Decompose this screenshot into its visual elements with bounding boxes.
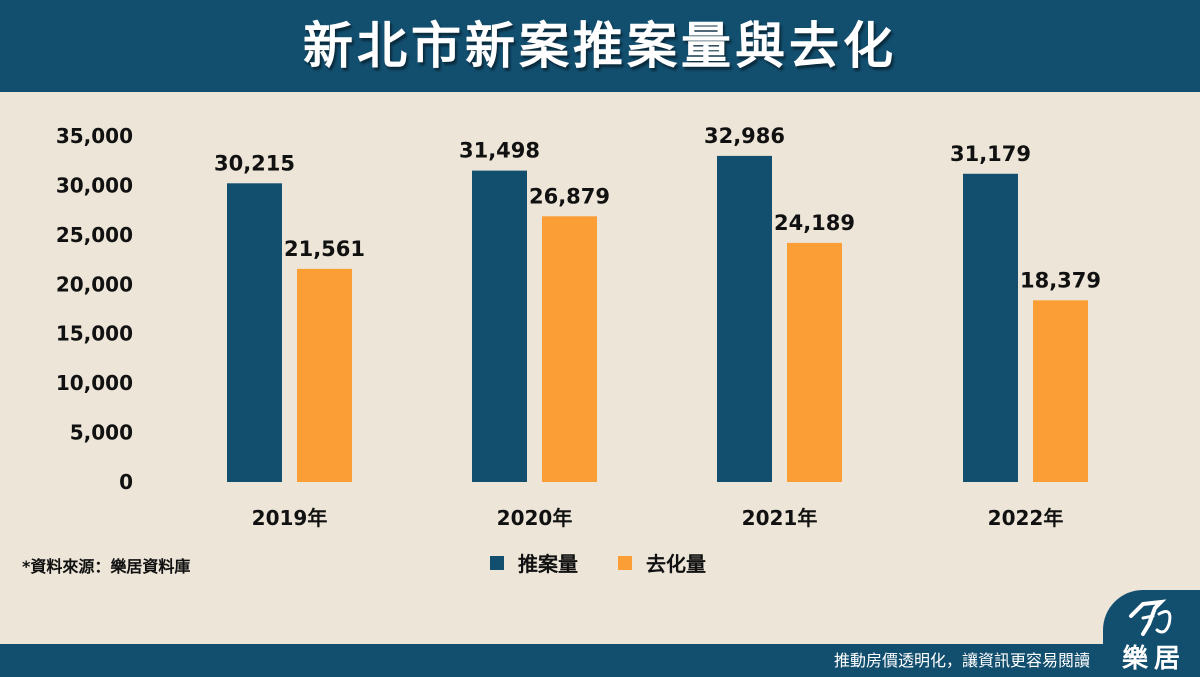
- chart-legend: 推案量 去化量: [490, 548, 746, 577]
- legend-item-series1: 推案量: [490, 548, 578, 577]
- x-tick-label: 2019年: [252, 506, 328, 530]
- bar-series2: [297, 268, 352, 482]
- bar-series1: [227, 183, 282, 482]
- y-tick-label: 25,000: [56, 223, 133, 247]
- logo-tab: [1103, 590, 1200, 677]
- y-tick-label: 0: [119, 470, 133, 494]
- bar-series1: [717, 155, 772, 482]
- bar-series2: [1033, 300, 1088, 482]
- x-tick-label: 2021年: [742, 506, 818, 530]
- logo-mark-icon: [1129, 599, 1172, 636]
- bar-series2: [542, 216, 597, 482]
- y-tick-label: 20,000: [56, 272, 133, 296]
- bar-series1: [472, 170, 527, 482]
- legend-label-series2: 去化量: [646, 552, 706, 576]
- source-note: *資料來源：樂居資料庫: [22, 557, 191, 576]
- data-label: 24,189: [774, 211, 855, 235]
- bar-series1: [963, 173, 1018, 482]
- legend-swatch-series1: [490, 555, 504, 570]
- logo-text: 樂居: [1122, 644, 1187, 674]
- x-tick-label: 2020年: [497, 506, 573, 530]
- data-label: 32,986: [704, 124, 785, 148]
- legend-label-series1: 推案量: [518, 552, 578, 576]
- y-tick-label: 15,000: [56, 322, 133, 346]
- data-label: 30,215: [214, 151, 295, 175]
- data-label: 26,879: [529, 184, 610, 208]
- footer-bar: [0, 644, 1200, 677]
- bar-series2: [787, 242, 842, 482]
- y-tick-label: 30,000: [56, 173, 133, 197]
- x-tick-label: 2022年: [988, 506, 1064, 530]
- legend-item-series2: 去化量: [618, 548, 706, 577]
- y-tick-label: 10,000: [56, 371, 133, 395]
- page-title: 新北市新案推案量與去化: [303, 17, 897, 75]
- data-label: 21,561: [284, 237, 365, 261]
- legend-swatch-series2: [618, 555, 632, 570]
- data-label: 31,498: [459, 139, 540, 163]
- y-tick-label: 5,000: [70, 421, 133, 445]
- y-tick-label: 35,000: [56, 124, 133, 148]
- footer-slogan: 推動房價透明化，讓資訊更容易閱讀: [833, 651, 1090, 670]
- header-bar: [0, 0, 1200, 92]
- data-label: 31,179: [950, 142, 1031, 166]
- bar-chart: 0 5,000 10,000 15,000 20,000 25,000 30,000 35,0…: [56, 124, 1101, 530]
- data-label: 18,379: [1020, 268, 1101, 292]
